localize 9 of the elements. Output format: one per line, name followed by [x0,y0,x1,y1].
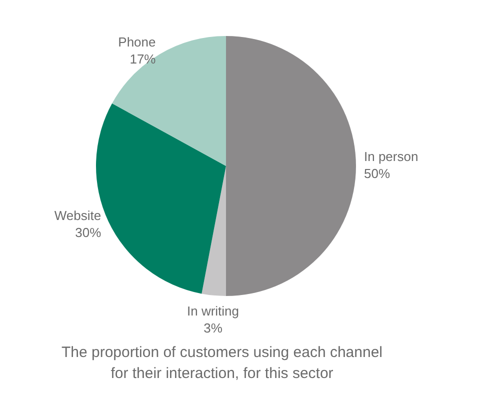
slice-label: Website [54,208,102,223]
slice-label: In writing [186,303,240,318]
text: The proportion of customers using each channel for their interaction, for this sector [61,344,383,382]
slice-label: In person [364,149,418,164]
data-label: 17% [130,51,156,66]
data-label: 3% [204,320,223,336]
data-label: 30% [75,224,102,240]
slice-label: Phone [118,34,156,50]
data-label: 50% [364,166,390,182]
